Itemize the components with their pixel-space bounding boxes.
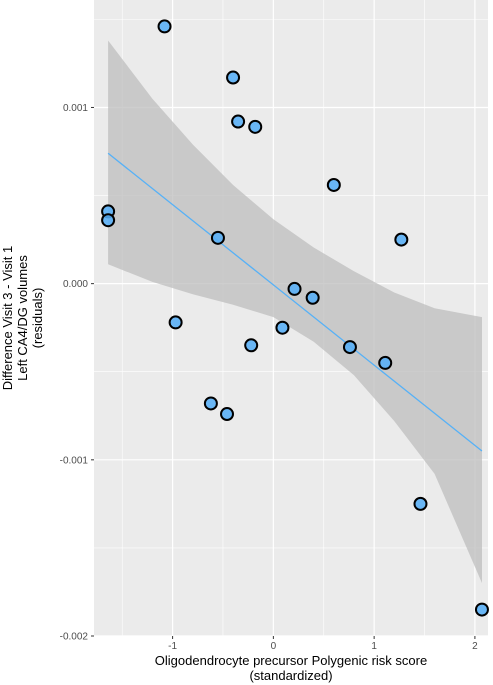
y-axis-title-line-2: Left CA4/DG volumes	[15, 255, 30, 381]
data-point	[203, 396, 218, 411]
data-point	[101, 213, 116, 228]
y-tick-label: -0.002	[60, 632, 89, 643]
data-point	[157, 19, 172, 34]
data-point	[474, 602, 489, 617]
data-point	[326, 177, 341, 192]
x-tick-label: 1	[371, 641, 377, 652]
data-point	[244, 338, 259, 353]
data-point	[226, 70, 241, 85]
data-points	[101, 19, 489, 617]
data-point	[394, 232, 409, 247]
data-point	[248, 119, 263, 134]
data-point	[231, 114, 246, 129]
y-axis-title-line-3: (residuals)	[30, 288, 45, 349]
x-tick-label: 2	[472, 641, 478, 652]
data-point	[275, 320, 290, 335]
y-tick-label: 0.001	[63, 103, 88, 114]
data-point	[210, 230, 225, 245]
data-point	[220, 407, 235, 422]
y-axis-title: Difference Visit 3 - Visit 1 Left CA4/DG…	[0, 246, 45, 391]
data-point	[305, 290, 320, 305]
x-axis-title-line-2: (standardized)	[249, 668, 332, 683]
data-point	[378, 355, 393, 370]
data-point	[168, 315, 183, 330]
axes: -1 0 1 2 -0.002 -0.001 0.000 0.001	[60, 103, 478, 652]
confidence-band	[108, 40, 482, 584]
y-tick-label: 0.000	[63, 279, 88, 290]
data-point	[342, 340, 357, 355]
data-point	[413, 496, 428, 511]
x-tick-label: 0	[271, 641, 277, 652]
y-tick-label: -0.001	[60, 455, 89, 466]
y-axis-title-line-1: Difference Visit 3 - Visit 1	[0, 246, 15, 391]
x-tick-label: -1	[168, 641, 177, 652]
data-point	[287, 281, 302, 296]
regression-line	[107, 152, 483, 452]
x-axis-title-line-1: Oligodendrocyte precursor Polygenic risk…	[155, 653, 427, 668]
